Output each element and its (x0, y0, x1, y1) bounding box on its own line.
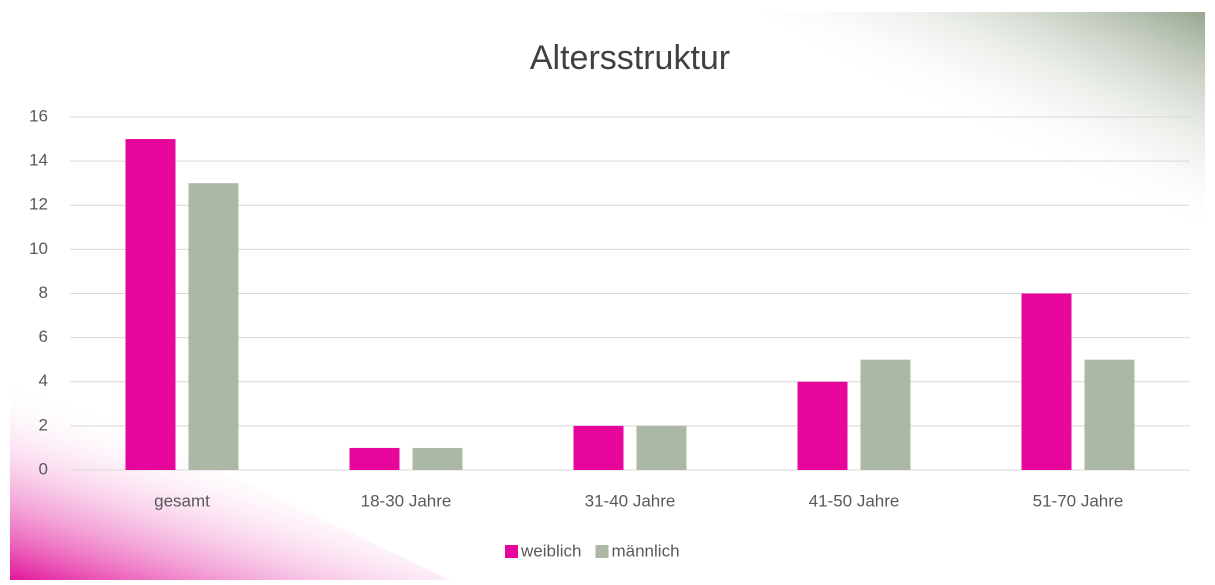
y-tick-label: 4 (39, 371, 48, 390)
bar (349, 447, 400, 470)
bar (573, 425, 624, 470)
chart-title: Altersstruktur (530, 39, 730, 77)
y-tick-label: 10 (29, 239, 48, 258)
y-tick-label: 12 (29, 195, 48, 214)
bar (797, 381, 848, 470)
bar (1021, 293, 1072, 470)
legend-swatch (595, 545, 609, 558)
y-tick-label: 16 (29, 106, 48, 125)
bar (860, 359, 911, 470)
y-tick-label: 0 (39, 459, 48, 478)
x-tick-label: gesamt (154, 491, 210, 510)
x-tick-label: 18-30 Jahre (361, 491, 452, 510)
bar (1084, 359, 1135, 470)
corner-decoration (10, 370, 450, 580)
corner-decoration (760, 12, 1205, 260)
legend-swatch (505, 545, 518, 558)
y-tick-label: 2 (39, 415, 48, 434)
bar (636, 425, 687, 470)
legend-label: männlich (611, 541, 679, 560)
bar (125, 139, 176, 470)
legend-label: weiblich (520, 541, 581, 560)
x-tick-label: 51-70 Jahre (1033, 491, 1124, 510)
x-tick-label: 31-40 Jahre (585, 491, 676, 510)
y-tick-label: 14 (29, 151, 48, 170)
y-tick-label: 8 (39, 283, 48, 302)
bar (188, 183, 239, 470)
x-tick-label: 41-50 Jahre (809, 491, 900, 510)
y-tick-label: 6 (39, 327, 48, 346)
bar (412, 447, 463, 470)
